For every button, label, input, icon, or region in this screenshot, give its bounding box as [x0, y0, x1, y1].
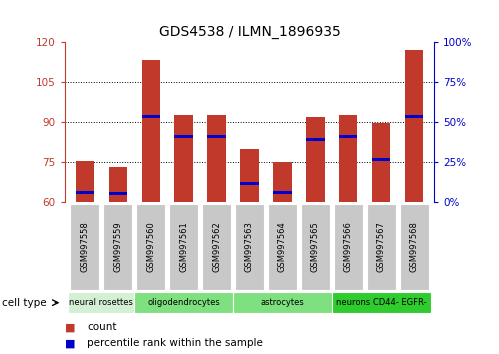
Bar: [405, 115, 424, 118]
Bar: [70, 204, 99, 290]
Text: neural rosettes: neural rosettes: [69, 298, 133, 307]
Bar: [267, 204, 297, 290]
Bar: [208, 135, 226, 138]
Bar: [339, 135, 357, 138]
Bar: [175, 135, 193, 138]
Text: GSM997567: GSM997567: [377, 222, 386, 272]
Bar: [175, 115, 193, 202]
Bar: [332, 292, 431, 313]
Text: count: count: [87, 322, 117, 332]
Text: cell type: cell type: [2, 298, 47, 308]
Text: GSM997561: GSM997561: [179, 222, 188, 272]
Bar: [75, 161, 94, 202]
Bar: [367, 204, 396, 290]
Bar: [241, 182, 258, 184]
Bar: [136, 204, 166, 290]
Text: ■: ■: [65, 338, 75, 348]
Bar: [372, 124, 390, 202]
Bar: [109, 193, 127, 195]
Bar: [134, 292, 233, 313]
Bar: [208, 115, 226, 202]
Bar: [202, 204, 232, 290]
Bar: [235, 204, 264, 290]
Bar: [233, 292, 332, 313]
Bar: [142, 115, 160, 118]
Text: astrocytes: astrocytes: [260, 298, 304, 307]
Bar: [306, 138, 324, 141]
Text: percentile rank within the sample: percentile rank within the sample: [87, 338, 263, 348]
Bar: [306, 117, 324, 202]
Text: GSM997560: GSM997560: [146, 222, 155, 272]
Bar: [273, 162, 291, 202]
Text: oligodendrocytes: oligodendrocytes: [147, 298, 220, 307]
Bar: [405, 51, 424, 202]
Bar: [75, 191, 94, 194]
Text: GSM997565: GSM997565: [311, 222, 320, 272]
Bar: [273, 191, 291, 194]
Text: ■: ■: [65, 322, 75, 332]
Text: GSM997559: GSM997559: [113, 222, 122, 272]
Title: GDS4538 / ILMN_1896935: GDS4538 / ILMN_1896935: [159, 25, 340, 39]
Text: GSM997558: GSM997558: [80, 222, 89, 272]
Text: neurons CD44- EGFR-: neurons CD44- EGFR-: [336, 298, 427, 307]
Bar: [142, 60, 160, 202]
Text: GSM997568: GSM997568: [410, 222, 419, 272]
Bar: [169, 204, 199, 290]
Bar: [103, 204, 132, 290]
Text: GSM997562: GSM997562: [212, 222, 221, 272]
Bar: [372, 158, 390, 161]
Text: GSM997566: GSM997566: [344, 222, 353, 272]
Bar: [241, 149, 258, 202]
Bar: [300, 204, 330, 290]
Text: GSM997563: GSM997563: [245, 222, 254, 272]
Bar: [339, 115, 357, 202]
Text: GSM997564: GSM997564: [278, 222, 287, 272]
Bar: [400, 204, 429, 290]
Bar: [333, 204, 363, 290]
Bar: [68, 292, 134, 313]
Bar: [109, 167, 127, 202]
